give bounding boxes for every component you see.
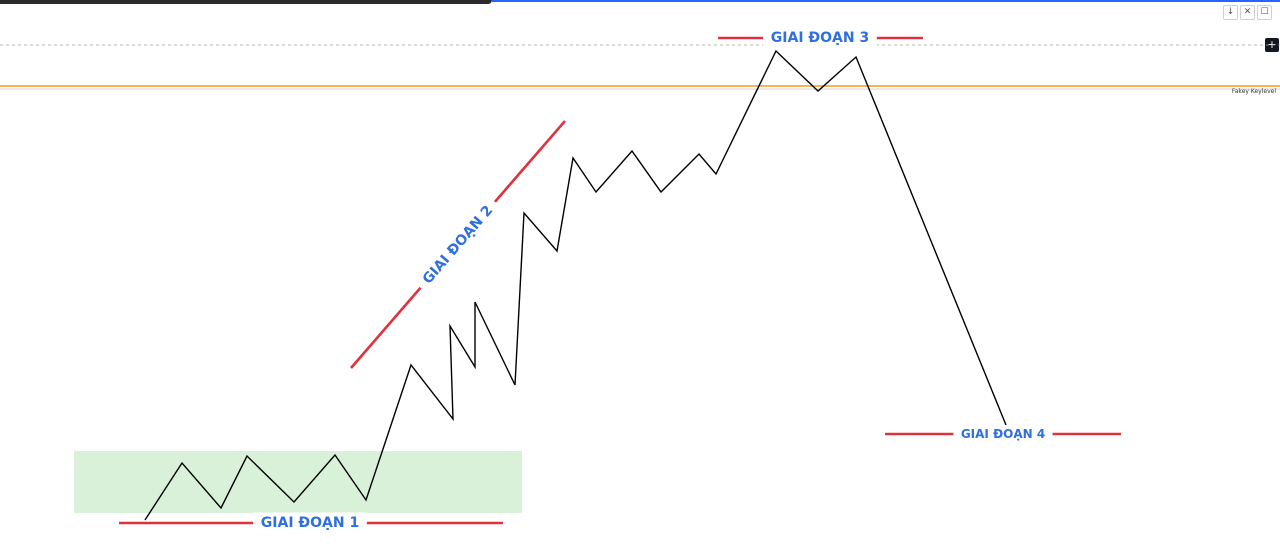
arrow-down-icon[interactable]: ↓ (1223, 5, 1238, 20)
top-toolbar-dark (0, 0, 492, 4)
price-path-line (144, 49, 1007, 521)
stage-4-label: GIAI ĐOẠN 4 (961, 427, 1045, 441)
window-controls: ↓ ✕ ☐ (1223, 5, 1272, 20)
stage-3-label-group: GIAI ĐOẠN 3 (763, 27, 877, 49)
stage-3-label: GIAI ĐOẠN 3 (771, 30, 869, 46)
stage-2-label-group: GIAI ĐOẠN 2 (412, 195, 504, 295)
accumulation-zone (74, 451, 522, 513)
stage-3-label-bg (763, 27, 877, 49)
maximize-icon[interactable]: ☐ (1257, 5, 1272, 20)
key-level-label: Fakey Keylevel (1232, 88, 1276, 95)
top-accent-line (492, 0, 1280, 2)
collapse-icon[interactable]: ✕ (1240, 5, 1255, 20)
stage-1-label: GIAI ĐOẠN 1 (261, 515, 359, 531)
stage-2-label: GIAI ĐOẠN 2 (420, 203, 497, 288)
stage-1-label-bg (253, 512, 367, 534)
stage-1-label-group: GIAI ĐOẠN 1 (253, 512, 367, 534)
stage-4-label-group: GIAI ĐOẠN 4 (953, 425, 1053, 443)
stage-2-label-bg (412, 195, 504, 295)
stage-4-label-bg (953, 425, 1053, 443)
